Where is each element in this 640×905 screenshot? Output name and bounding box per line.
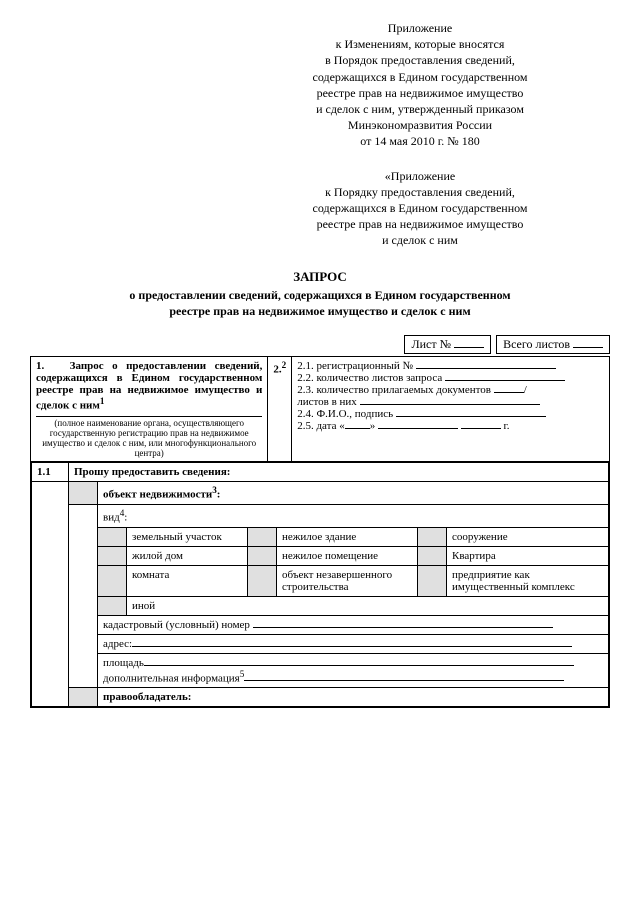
sheet-total-label: Всего листов [503, 337, 570, 351]
h1-l7: Минэкономразвития России [230, 117, 610, 133]
type-nonres-building: нежилое здание [277, 527, 418, 546]
type-structure: сооружение [447, 527, 609, 546]
checkbox-holder[interactable] [69, 688, 98, 707]
h2-l4: реестре прав на недвижимое имущество [230, 216, 610, 232]
h2-l1: «Приложение [230, 168, 610, 184]
title-sub2: реестре прав на недвижимое имущество и с… [30, 303, 610, 320]
h1-l3: в Порядок предоставления сведений, [230, 52, 610, 68]
type-enterprise: предприятие как имущественный комплекс [447, 565, 609, 596]
checkbox-apartment[interactable] [418, 546, 447, 565]
label-vid: вид4: [98, 505, 609, 528]
section-2-num: 2.2 [268, 357, 292, 462]
field-2-4: 2.4. Ф.И.О., подпись [297, 408, 604, 420]
checkbox-other[interactable] [98, 596, 127, 615]
checkbox-nonres-premise[interactable] [248, 546, 277, 565]
field-2-3: 2.3. количество прилагаемых документов / [297, 384, 604, 396]
appendix-header-1: Приложение к Изменениям, которые вносятс… [230, 20, 610, 150]
document-title: ЗАПРОС о предоставлении сведений, содерж… [30, 268, 610, 320]
h1-l8: от 14 мая 2010 г. № 180 [230, 133, 610, 149]
checkbox-structure[interactable] [418, 527, 447, 546]
field-2-1: 2.1. регистрационный № [297, 360, 604, 372]
label-object: объект недвижимости3: [98, 482, 609, 505]
checkbox-land[interactable] [98, 527, 127, 546]
checkbox-room[interactable] [98, 565, 127, 596]
title-sub1: о предоставлении сведений, содержащихся … [30, 287, 610, 304]
section-1-1-title: Прошу предоставить сведения: [69, 463, 609, 482]
label-holder: правообладатель: [98, 688, 609, 707]
main-form-table: 1. Запрос о предоставлении сведений, сод… [30, 356, 610, 708]
section-1-note: (полное наименование органа, осуществляю… [36, 416, 262, 459]
h1-l4: содержащихся в Едином государственном [230, 69, 610, 85]
h2-l5: и сделок с ним [230, 232, 610, 248]
field-2-3b: листов в них [297, 396, 604, 408]
title-main: ЗАПРОС [30, 268, 610, 286]
type-house: жилой дом [127, 546, 248, 565]
field-area-info: площадь дополнительная информация5 [98, 653, 609, 688]
checkbox-enterprise[interactable] [418, 565, 447, 596]
section-1-heading: 1. Запрос о предоставлении сведений, сод… [36, 360, 262, 412]
field-2-2: 2.2. количество листов запроса [297, 372, 604, 384]
section-1-1-num: 1.1 [32, 463, 69, 482]
sheet-counter-row: Лист № Всего листов [30, 335, 610, 354]
h1-l1: Приложение [230, 20, 610, 36]
sheet-list-label: Лист № [411, 337, 451, 351]
type-apartment: Квартира [447, 546, 609, 565]
h1-l5: реестре прав на недвижимое имущество [230, 85, 610, 101]
type-land: земельный участок [127, 527, 248, 546]
checkbox-nonres-building[interactable] [248, 527, 277, 546]
field-address: адрес: [98, 634, 609, 653]
h1-l2: к Изменениям, которые вносятся [230, 36, 610, 52]
h2-l3: содержащихся в Едином государственном [230, 200, 610, 216]
h2-l2: к Порядку предоставления сведений, [230, 184, 610, 200]
type-unfinished: объект незавершенного строительства [277, 565, 418, 596]
type-room: комната [127, 565, 248, 596]
field-2-5: 2.5. дата «» г. [297, 420, 604, 432]
field-kadastr: кадастровый (условный) номер [98, 615, 609, 634]
type-nonres-premise: нежилое помещение [277, 546, 418, 565]
type-other: иной [127, 596, 609, 615]
h1-l6: и сделок с ним, утвержденный приказом [230, 101, 610, 117]
checkbox-house[interactable] [98, 546, 127, 565]
checkbox-object[interactable] [69, 482, 98, 505]
appendix-header-2: «Приложение к Порядку предоставления све… [230, 168, 610, 249]
checkbox-unfinished[interactable] [248, 565, 277, 596]
